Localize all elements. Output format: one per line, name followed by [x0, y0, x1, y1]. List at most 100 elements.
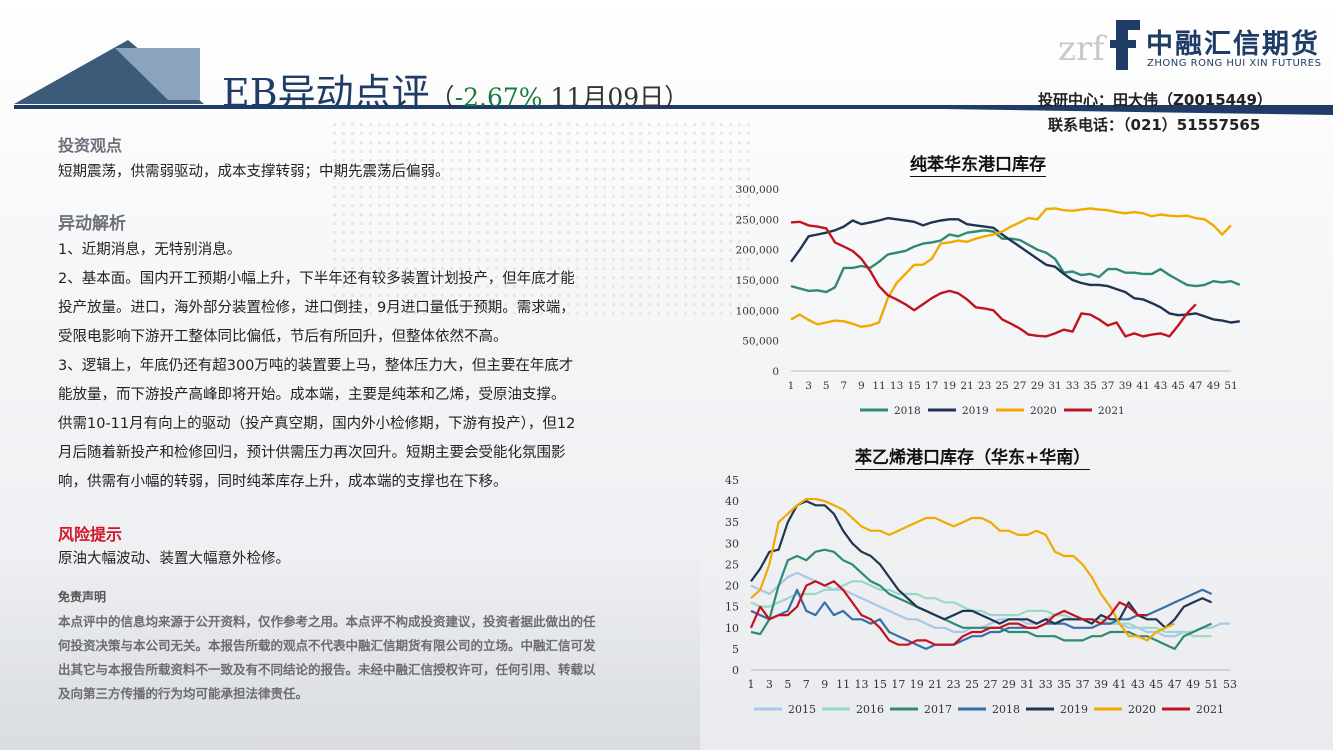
x-tick-label: 7 — [803, 678, 810, 691]
legend-label: 2021 — [1098, 405, 1125, 417]
logo-company-name: 中融汇信期货 — [1146, 29, 1320, 60]
contact-phone: 联系电话：（021）51557565 — [1048, 116, 1261, 134]
x-tick-label: 23 — [947, 678, 961, 691]
x-tick-label: 5 — [784, 678, 791, 691]
x-tick-label: 21 — [928, 678, 942, 691]
analysis-line: 响，供需有小幅的转弱，同时纯苯库存上升，成本端的支撑也在下移。 — [58, 474, 508, 490]
series-line-2021 — [749, 580, 1148, 646]
x-tick-label: 39 — [1094, 678, 1108, 691]
legend-label: 2016 — [856, 703, 884, 716]
x-tick-label: 23 — [978, 380, 991, 392]
series-line-2020 — [790, 207, 1232, 328]
x-tick-label: 47 — [1168, 678, 1182, 691]
legend-label: 2019 — [962, 405, 989, 417]
analysis-line: 3、逻辑上，年底仍还有超300万吨的装置要上马，整体压力大，但主要在年底才 — [58, 358, 574, 374]
x-tick-label: 31 — [1020, 678, 1034, 691]
x-tick-label: 37 — [1076, 678, 1090, 691]
analysis-line: 1、近期消息，无特别消息。 — [58, 242, 242, 258]
benzene-chart-title: 纯苯华东港口库存 — [910, 150, 1046, 177]
x-tick-label: 35 — [1084, 380, 1097, 392]
x-tick-label: 27 — [984, 678, 998, 691]
legend-label: 2017 — [924, 703, 952, 716]
title-open: （ — [429, 83, 455, 112]
y-tick-label: 0 — [772, 366, 779, 378]
analysis-line: 2、基本面。国内开工预期小幅上升，下半年还有较多装置计划投产，但年底才能 — [58, 271, 575, 287]
legend-label: 2019 — [1060, 703, 1088, 716]
x-tick-label: 13 — [890, 380, 903, 392]
x-tick-label: 15 — [908, 380, 921, 392]
commentary-column: 投资观点 短期震荡，供需弱驱动，成本支撑转弱；中期先震荡后偏弱。 异动解析 1、… — [58, 132, 668, 706]
y-tick-label: 100,000 — [736, 305, 779, 317]
x-tick-label: 51 — [1224, 380, 1237, 392]
page-title: EB异动点评（-2.67% 11月09日） — [222, 62, 689, 117]
x-tick-label: 25 — [996, 380, 1009, 392]
x-tick-label: 13 — [855, 678, 869, 691]
investment-view-heading: 投资观点 — [58, 136, 123, 155]
x-tick-label: 27 — [1013, 380, 1026, 392]
disclaimer-line: 及向第三方传播的行为均可能承担法律责任。 — [58, 686, 309, 701]
analysis-line: 能放量，而下游投产高峰即将开始。成本端，主要是纯苯和乙烯，受原油支撑。 — [58, 387, 566, 403]
y-tick-label: 150,000 — [736, 275, 779, 287]
x-tick-label: 25 — [965, 678, 979, 691]
x-tick-label: 11 — [872, 380, 885, 392]
y-tick-label: 45 — [725, 474, 739, 487]
company-logo: zrf 中融汇信期货 ZHONG RONG HUI XIN FUTURES — [1056, 14, 1326, 74]
x-tick-label: 45 — [1172, 380, 1185, 392]
title-pct: -2.67% — [454, 83, 543, 112]
title-date: 11月09日） — [542, 83, 690, 112]
x-tick-label: 19 — [910, 678, 924, 691]
x-tick-label: 3 — [805, 380, 812, 392]
y-tick-label: 200,000 — [736, 245, 779, 257]
x-tick-label: 5 — [823, 380, 830, 392]
styrene-chart-title: 苯乙烯港口库存（华东+华南） — [855, 443, 1091, 470]
x-tick-label: 1 — [748, 678, 755, 691]
x-tick-label: 47 — [1189, 380, 1202, 392]
x-tick-label: 37 — [1101, 380, 1114, 392]
x-tick-label: 43 — [1154, 380, 1167, 392]
x-tick-label: 41 — [1112, 678, 1126, 691]
legend-label: 2020 — [1128, 703, 1156, 716]
logo-mark-text: zrf — [1058, 29, 1107, 69]
analysis-heading: 异动解析 — [58, 214, 126, 234]
banner-right-bar — [944, 105, 1333, 115]
chart-legend: 2015 2016 2017 2018 2019 2020 2021 — [754, 703, 1224, 716]
banner-light-triangle — [115, 48, 200, 100]
y-tick-label: 25 — [725, 558, 739, 571]
series-line-2020 — [750, 497, 1176, 642]
x-tick-label: 19 — [943, 380, 956, 392]
y-tick-label: 250,000 — [736, 214, 779, 226]
logo-company-english: ZHONG RONG HUI XIN FUTURES — [1147, 58, 1322, 69]
x-tick-label: 29 — [1031, 380, 1044, 392]
y-tick-label: 0 — [732, 664, 739, 677]
series-line-2018 — [790, 229, 1241, 294]
y-tick-label: 40 — [725, 495, 739, 508]
x-tick-label: 53 — [1223, 678, 1237, 691]
x-tick-label: 33 — [1039, 678, 1053, 691]
legend-label: 2018 — [894, 405, 921, 417]
risk-text: 原油大幅波动、装置大幅意外检修。 — [58, 551, 290, 567]
x-tick-label: 45 — [1149, 678, 1163, 691]
header-banner-graphic — [14, 40, 1333, 115]
series-line-2016 — [750, 580, 1212, 638]
analysis-line: 投产放量。进口，海外部分装置检修，进口倒挂，9月进口量低于预期。需求端， — [58, 300, 575, 316]
x-tick-label: 1 — [788, 380, 795, 392]
y-tick-label: 35 — [725, 516, 739, 529]
legend-label: 2015 — [788, 703, 816, 716]
chart-legend: 2018 2019 2020 2021 — [860, 405, 1125, 417]
x-tick-label: 43 — [1131, 678, 1145, 691]
x-tick-label: 21 — [960, 380, 973, 392]
analysis-line: 受限电影响下游开工整体同比偏低，节后有所回升，但整体依然不高。 — [58, 329, 508, 345]
city-skyline-decoration — [0, 550, 700, 750]
x-tick-label: 41 — [1136, 380, 1149, 392]
y-tick-label: 30 — [725, 537, 739, 550]
legend-label: 2020 — [1030, 405, 1057, 417]
x-tick-label: 17 — [925, 380, 938, 392]
disclaimer-body: 本点评中的信息均来源于公开资料，仅作参考之用。本点评不构成投资建议，投资者据此做… — [58, 610, 668, 706]
contact-info: 投研中心：田大伟（Z0015449） 联系电话：（021）51557565 — [1038, 88, 1272, 138]
series-line-2021 — [790, 220, 1197, 338]
x-tick-label: 17 — [891, 678, 905, 691]
disclaimer-line: 本点评中的信息均来源于公开资料，仅作参考之用。本点评不构成投资建议，投资者据此做… — [58, 614, 596, 629]
y-tick-label: 10 — [725, 622, 739, 635]
benzene-inventory-chart: 0 50,000 100,000 150,000 200,000 250,000 300,0… — [736, 184, 1241, 417]
